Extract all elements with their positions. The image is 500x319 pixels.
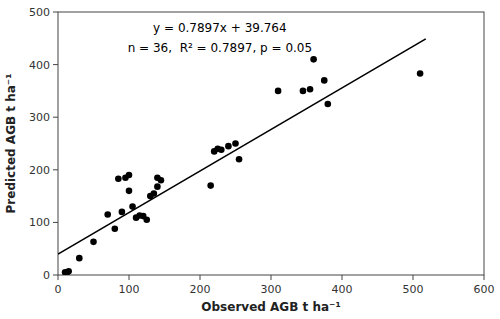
y-tick (53, 117, 58, 118)
x-axis-label: Observed AGB t ha⁻¹ (201, 300, 340, 314)
chart: 0 100 200 300 400 500 600 0 100 200 300 400 500 Obser… (0, 0, 500, 319)
x-tick-label: 200 (190, 283, 211, 296)
x-tick-label: 300 (261, 283, 282, 296)
x-tick-label: 400 (332, 283, 353, 296)
scatter-point (112, 225, 119, 232)
y-tick (53, 12, 58, 13)
marks (58, 39, 426, 275)
x-axis: 0 100 200 300 400 500 600 (55, 275, 495, 296)
scatter-point (417, 70, 424, 77)
scatter-point (307, 86, 314, 93)
x-tick-label: 500 (403, 283, 424, 296)
y-tick (53, 169, 58, 170)
scatter-point (126, 188, 133, 195)
scatter-point (104, 211, 111, 218)
scatter-point (126, 172, 133, 179)
y-tick-label: 400 (29, 59, 50, 72)
scatter-point (300, 88, 307, 95)
y-tick (53, 222, 58, 223)
scatter-point (154, 183, 161, 190)
y-tick-label: 500 (29, 6, 50, 19)
scatter-point (310, 56, 317, 63)
scatter-point (90, 239, 97, 246)
regression-line (58, 39, 426, 254)
annotations: y = 0.7897x + 39.764 n = 36, R² = 0.7897,… (128, 21, 312, 55)
scatter-point (65, 268, 72, 275)
annotation: n = 36, R² = 0.7897, p = 0.05 (128, 41, 312, 55)
scatter-point (232, 140, 239, 147)
scatter-point (158, 177, 165, 184)
y-tick (53, 64, 58, 65)
x-tick (271, 275, 272, 280)
x-tick (200, 275, 201, 280)
plot-frame (58, 12, 484, 275)
scatter-point (76, 255, 83, 262)
x-tick (58, 275, 59, 280)
y-axis: 0 100 200 300 400 500 (29, 6, 58, 282)
x-tick (129, 275, 130, 280)
scatter-point (207, 182, 214, 189)
x-tick-label: 0 (55, 283, 62, 296)
y-tick-label: 0 (43, 269, 50, 282)
scatter-point (225, 143, 232, 150)
scatter-point (236, 156, 243, 163)
scatter-point (325, 101, 332, 108)
scatter-point (321, 77, 328, 84)
y-tick-label: 100 (29, 216, 50, 229)
scatter-point (119, 209, 126, 216)
y-axis-label: Predicted AGB t ha⁻¹ (4, 74, 18, 214)
scatter-point (115, 175, 122, 182)
scatter-point (275, 88, 282, 95)
x-tick (342, 275, 343, 280)
annotation: y = 0.7897x + 39.764 (153, 21, 287, 35)
y-tick (53, 275, 58, 276)
x-tick (413, 275, 414, 280)
scatter-point (143, 216, 150, 223)
y-tick-label: 200 (29, 164, 50, 177)
x-tick-label: 600 (474, 283, 495, 296)
x-tick-label: 100 (119, 283, 140, 296)
scatter-point (218, 147, 225, 154)
x-tick (484, 275, 485, 280)
y-tick-label: 300 (29, 111, 50, 124)
